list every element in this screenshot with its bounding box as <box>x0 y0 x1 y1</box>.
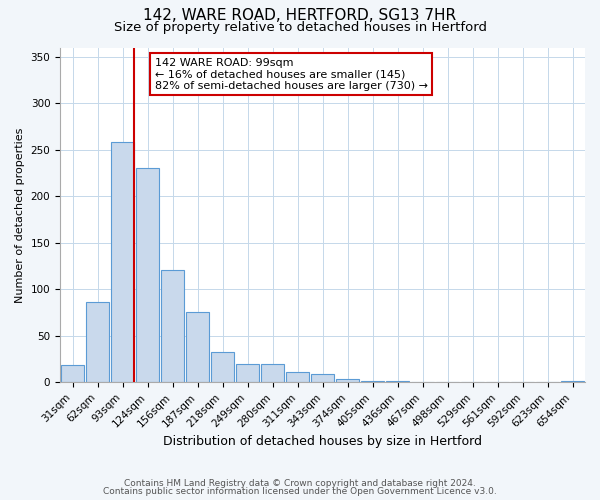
Bar <box>161 270 184 382</box>
Bar <box>111 142 134 382</box>
Bar <box>261 364 284 382</box>
Bar <box>286 372 309 382</box>
Text: 142, WARE ROAD, HERTFORD, SG13 7HR: 142, WARE ROAD, HERTFORD, SG13 7HR <box>143 8 457 22</box>
Y-axis label: Number of detached properties: Number of detached properties <box>15 127 25 302</box>
Bar <box>211 352 234 382</box>
Bar <box>61 364 84 382</box>
Text: Size of property relative to detached houses in Hertford: Size of property relative to detached ho… <box>113 21 487 34</box>
Bar <box>311 374 334 382</box>
Bar <box>336 378 359 382</box>
Text: 142 WARE ROAD: 99sqm
← 16% of detached houses are smaller (145)
82% of semi-deta: 142 WARE ROAD: 99sqm ← 16% of detached h… <box>155 58 428 90</box>
Bar <box>186 312 209 382</box>
Bar <box>561 380 584 382</box>
Text: Contains public sector information licensed under the Open Government Licence v3: Contains public sector information licen… <box>103 487 497 496</box>
Text: Contains HM Land Registry data © Crown copyright and database right 2024.: Contains HM Land Registry data © Crown c… <box>124 478 476 488</box>
Bar <box>136 168 159 382</box>
Bar <box>86 302 109 382</box>
X-axis label: Distribution of detached houses by size in Hertford: Distribution of detached houses by size … <box>163 434 482 448</box>
Bar <box>236 364 259 382</box>
